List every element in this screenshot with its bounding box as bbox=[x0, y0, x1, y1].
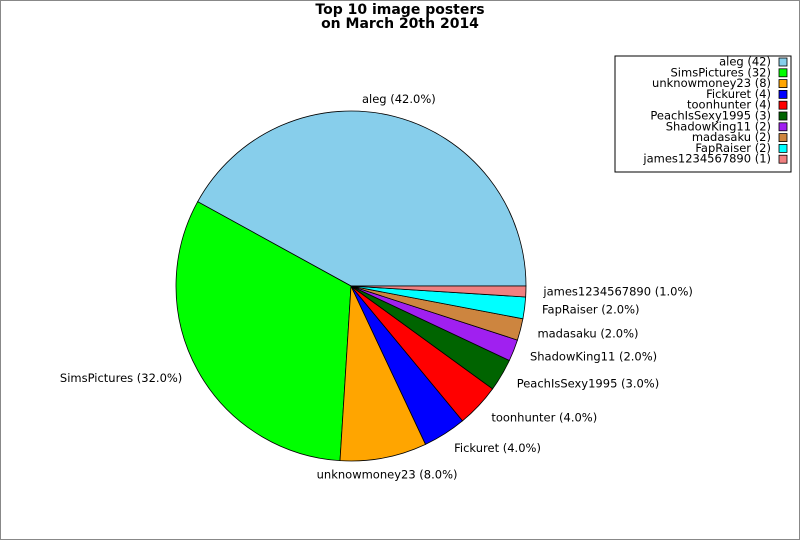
slice-label: unknowmoney23 (8.0%) bbox=[317, 468, 458, 482]
legend-swatch bbox=[778, 143, 788, 153]
legend-label: james1234567890 (1) bbox=[642, 152, 771, 166]
pie-slice bbox=[197, 110, 527, 287]
legend-swatch bbox=[778, 79, 788, 88]
legend-label: madasaku (2) bbox=[692, 130, 771, 144]
slice-label: SimsPictures (32.0%) bbox=[60, 371, 182, 385]
slice-label: aleg (42.0%) bbox=[362, 92, 436, 106]
legend-swatch bbox=[778, 100, 788, 110]
legend-swatch bbox=[778, 90, 788, 99]
legend-label: FapRaiser (2) bbox=[695, 141, 771, 155]
legend-swatch bbox=[778, 68, 788, 78]
legend-box bbox=[614, 55, 792, 173]
legend-label: toonhunter (4) bbox=[687, 98, 771, 112]
slice-label: PeachIsSexy1995 (3.0%) bbox=[517, 376, 660, 390]
legend-swatch bbox=[778, 133, 788, 143]
slice-label: FapRaiser (2.0%) bbox=[542, 303, 640, 317]
slice-label: ShadowKing11 (2.0%) bbox=[530, 349, 657, 363]
legend-label: unknowmoney23 (8) bbox=[652, 76, 771, 90]
slice-label: madasaku (2.0%) bbox=[537, 326, 638, 340]
slice-label: james1234567890 (1.0%) bbox=[542, 285, 693, 299]
slice-label: toonhunter (4.0%) bbox=[491, 410, 597, 424]
pie-slice bbox=[175, 201, 352, 462]
legend-label: PeachIsSexy1995 (3) bbox=[650, 109, 771, 123]
chart-title: Top 10 image posters on March 20th 2014 bbox=[315, 2, 485, 32]
legend-label: aleg (42) bbox=[719, 55, 771, 69]
legend-swatch bbox=[778, 57, 788, 67]
legend-label: Fickuret (4) bbox=[706, 87, 771, 101]
pie-slice bbox=[350, 285, 527, 298]
legend-swatch bbox=[778, 154, 788, 164]
legend-swatch bbox=[778, 111, 788, 121]
legend-label: ShadowKing11 (2) bbox=[666, 119, 771, 133]
legend-swatch bbox=[778, 122, 788, 132]
legend-label: SimsPictures (32) bbox=[671, 65, 772, 79]
slice-label: Fickuret (4.0%) bbox=[454, 441, 541, 455]
